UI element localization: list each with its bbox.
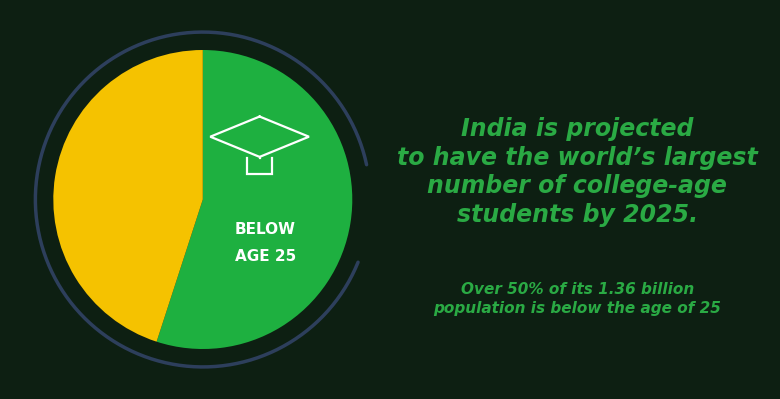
- Text: India is projected
to have the world’s largest
number of college-age
students by: India is projected to have the world’s l…: [397, 117, 757, 227]
- Text: Over 50% of its 1.36 billion
population is below the age of 25: Over 50% of its 1.36 billion population …: [433, 282, 722, 316]
- Wedge shape: [53, 50, 203, 342]
- Text: AGE 25: AGE 25: [235, 249, 296, 264]
- Text: BELOW: BELOW: [235, 222, 296, 237]
- Wedge shape: [157, 50, 353, 349]
